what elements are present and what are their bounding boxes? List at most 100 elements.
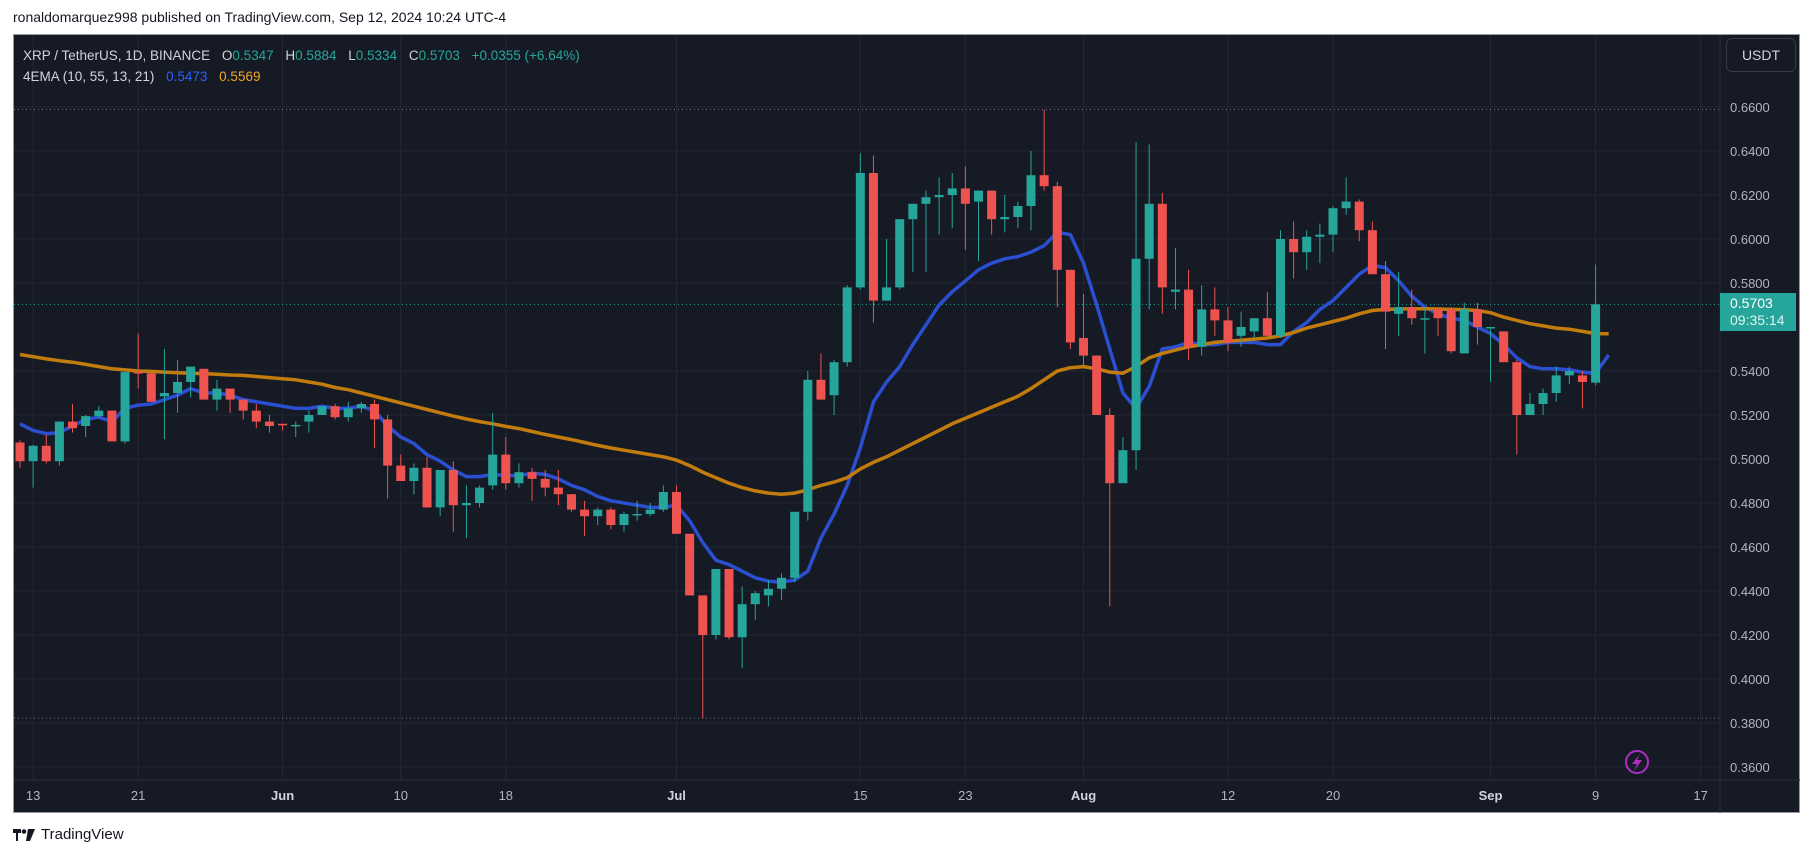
candle-body[interactable] bbox=[816, 379, 826, 400]
candle-body[interactable] bbox=[698, 595, 708, 635]
candle-body[interactable] bbox=[146, 373, 156, 402]
candle-body[interactable] bbox=[987, 190, 997, 220]
candle-body[interactable] bbox=[1538, 393, 1548, 404]
candle-body[interactable] bbox=[356, 404, 366, 409]
candle-body[interactable] bbox=[422, 467, 432, 508]
candle-body[interactable] bbox=[1039, 175, 1049, 187]
candle-body[interactable] bbox=[186, 366, 196, 382]
candle-body[interactable] bbox=[1577, 375, 1587, 382]
candle-body[interactable] bbox=[1013, 206, 1023, 217]
candle-body[interactable] bbox=[1525, 404, 1535, 415]
candle-body[interactable] bbox=[658, 492, 668, 510]
candle-body[interactable] bbox=[1131, 258, 1141, 451]
candle-body[interactable] bbox=[1289, 239, 1299, 253]
lightning-alert-icon[interactable] bbox=[1625, 750, 1649, 774]
candle-body[interactable] bbox=[81, 416, 91, 426]
candle-body[interactable] bbox=[1328, 208, 1338, 235]
candle-body[interactable] bbox=[94, 410, 104, 417]
candle-body[interactable] bbox=[829, 362, 839, 396]
candle-body[interactable] bbox=[1197, 309, 1207, 347]
candle-body[interactable] bbox=[1591, 304, 1601, 383]
candle-body[interactable] bbox=[566, 494, 576, 510]
candle-body[interactable] bbox=[291, 424, 301, 427]
candle-body[interactable] bbox=[1499, 331, 1509, 363]
candle-body[interactable] bbox=[1144, 203, 1154, 259]
candle-body[interactable] bbox=[1210, 309, 1220, 321]
candle-body[interactable] bbox=[1000, 217, 1010, 220]
candle-body[interactable] bbox=[199, 368, 209, 400]
candle-body[interactable] bbox=[1065, 269, 1075, 343]
candle-body[interactable] bbox=[1118, 450, 1128, 484]
candle-body[interactable] bbox=[488, 454, 498, 486]
candle-body[interactable] bbox=[1341, 201, 1351, 209]
candle-body[interactable] bbox=[1486, 327, 1496, 329]
candle-body[interactable] bbox=[448, 470, 458, 506]
candle-body[interactable] bbox=[1367, 230, 1377, 275]
candle-body[interactable] bbox=[750, 593, 760, 605]
candle-body[interactable] bbox=[212, 388, 222, 400]
candle-body[interactable] bbox=[540, 478, 550, 488]
candle-body[interactable] bbox=[225, 388, 235, 400]
candle-body[interactable] bbox=[107, 410, 117, 442]
candle-body[interactable] bbox=[1354, 201, 1364, 231]
candle-body[interactable] bbox=[1262, 318, 1272, 336]
candle-body[interactable] bbox=[330, 406, 340, 418]
candle-body[interactable] bbox=[553, 487, 563, 495]
candle-body[interactable] bbox=[593, 509, 603, 517]
candle-body[interactable] bbox=[882, 287, 892, 301]
candle-body[interactable] bbox=[304, 415, 314, 422]
candle-body[interactable] bbox=[1459, 309, 1469, 354]
candle-body[interactable] bbox=[1315, 234, 1325, 237]
candle-body[interactable] bbox=[868, 173, 878, 301]
candle-body[interactable] bbox=[1394, 307, 1404, 314]
candle-body[interactable] bbox=[1446, 309, 1456, 352]
candle-body[interactable] bbox=[1407, 307, 1417, 319]
candle-body[interactable] bbox=[264, 421, 274, 426]
candle-body[interactable] bbox=[1564, 371, 1574, 376]
candle-body[interactable] bbox=[238, 399, 248, 411]
candle-body[interactable] bbox=[28, 445, 38, 462]
candle-body[interactable] bbox=[133, 372, 143, 374]
candle-body[interactable] bbox=[1512, 362, 1522, 415]
currency-button[interactable]: USDT bbox=[1726, 38, 1796, 72]
candle-body[interactable] bbox=[934, 195, 944, 198]
candle-body[interactable] bbox=[947, 188, 957, 195]
candle-body[interactable] bbox=[1170, 289, 1180, 292]
candle-body[interactable] bbox=[370, 404, 380, 420]
candle-body[interactable] bbox=[672, 492, 681, 534]
candle-body[interactable] bbox=[527, 472, 537, 479]
candle-body[interactable] bbox=[580, 509, 590, 517]
candle-body[interactable] bbox=[68, 421, 78, 429]
candle-body[interactable] bbox=[514, 472, 524, 484]
candle-body[interactable] bbox=[842, 287, 852, 363]
candle-body[interactable] bbox=[41, 445, 51, 462]
indicator-title[interactable]: 4EMA (10, 55, 13, 21) bbox=[23, 69, 155, 84]
candle-body[interactable] bbox=[54, 421, 64, 462]
candle-body[interactable] bbox=[173, 382, 183, 393]
candle-body[interactable] bbox=[475, 487, 485, 503]
candle-body[interactable] bbox=[1551, 375, 1561, 393]
candle-body[interactable] bbox=[317, 406, 327, 415]
candle-body[interactable] bbox=[973, 190, 983, 202]
candle-body[interactable] bbox=[711, 569, 721, 635]
candle-body[interactable] bbox=[1275, 239, 1285, 336]
candle-body[interactable] bbox=[343, 408, 353, 418]
candle-body[interactable] bbox=[1184, 289, 1194, 347]
candle-body[interactable] bbox=[855, 173, 865, 288]
candle-body[interactable] bbox=[501, 454, 511, 484]
candle-body[interactable] bbox=[1026, 175, 1036, 206]
candle-body[interactable] bbox=[895, 219, 905, 288]
candle-body[interactable] bbox=[278, 423, 288, 426]
candle-body[interactable] bbox=[461, 503, 471, 506]
chart-panel[interactable] bbox=[13, 34, 1800, 813]
candle-body[interactable] bbox=[606, 509, 616, 525]
candle-body[interactable] bbox=[1223, 320, 1233, 343]
candle-body[interactable] bbox=[1052, 186, 1062, 270]
candle-body[interactable] bbox=[724, 569, 734, 638]
candle-body[interactable] bbox=[1105, 415, 1115, 484]
candle-body[interactable] bbox=[1079, 338, 1089, 356]
candle-body[interactable] bbox=[803, 379, 813, 512]
candle-body[interactable] bbox=[1249, 318, 1259, 332]
candle-body[interactable] bbox=[409, 467, 419, 481]
